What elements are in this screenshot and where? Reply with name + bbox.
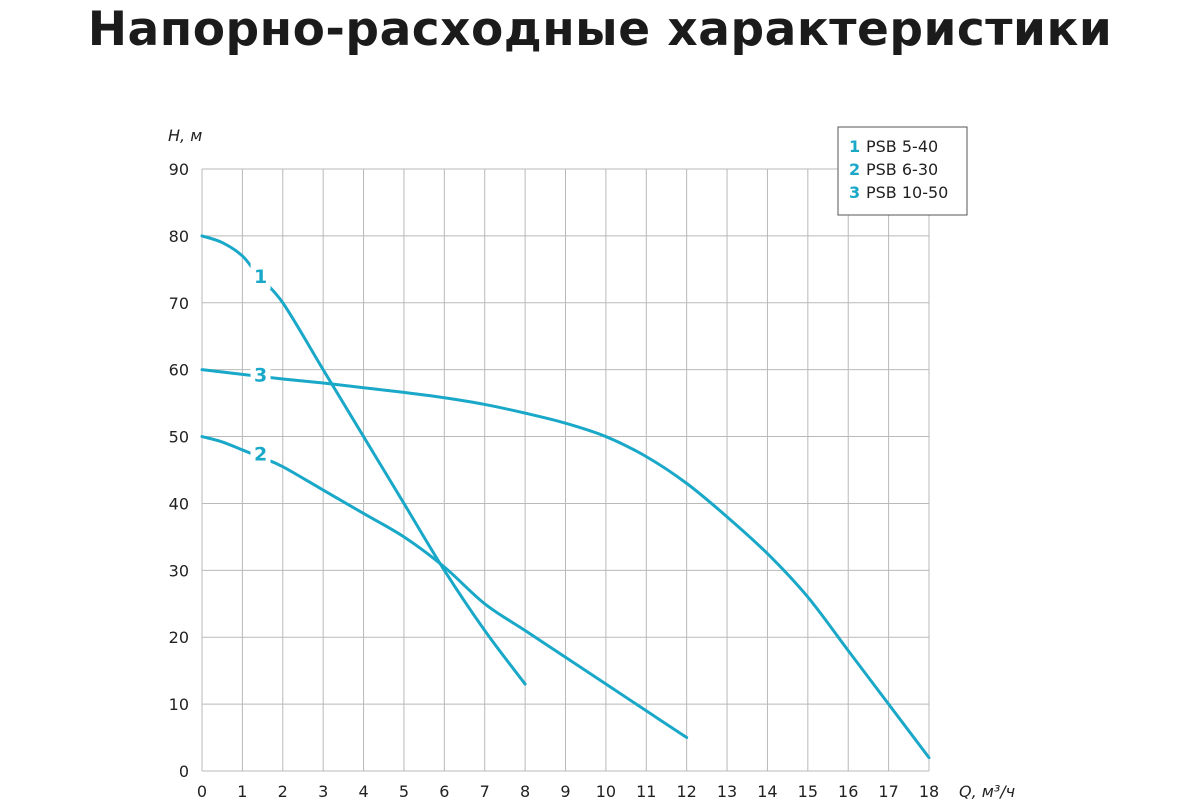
y-tick-label: 30 bbox=[169, 561, 189, 580]
legend-entry: PSB 5-40 bbox=[866, 137, 938, 156]
x-tick-label: 2 bbox=[278, 782, 288, 800]
grid bbox=[201, 168, 930, 772]
legend-number: 1 bbox=[849, 137, 860, 156]
x-tick-label: 8 bbox=[520, 782, 530, 800]
x-tick-label: 10 bbox=[596, 782, 616, 800]
series-lines: 1 2 3 bbox=[200, 234, 931, 760]
y-tick-labels: 0 10 20 30 40 50 60 70 80 90 bbox=[169, 160, 189, 781]
y-tick-label: 10 bbox=[169, 695, 189, 714]
series-label-1: 1 bbox=[254, 266, 267, 288]
y-tick-label: 40 bbox=[169, 494, 189, 513]
series-line-1 bbox=[200, 234, 527, 686]
y-tick-label: 20 bbox=[169, 628, 189, 647]
x-tick-label: 17 bbox=[878, 782, 898, 800]
y-tick-label: 80 bbox=[169, 227, 189, 246]
chart-title: Напорно-расходные характеристики bbox=[87, 2, 1113, 57]
legend-entry: PSB 6-30 bbox=[866, 160, 938, 179]
x-tick-label: 18 bbox=[919, 782, 939, 800]
series-label-bg bbox=[250, 263, 271, 290]
series-label-bg bbox=[250, 440, 271, 467]
x-tick-label: 1 bbox=[237, 782, 247, 800]
y-tick-label: 60 bbox=[169, 361, 189, 380]
x-tick-label: 3 bbox=[318, 782, 328, 800]
x-tick-labels: 0 1 2 3 4 5 6 7 8 9 10 11 12 13 14 15 16 17 18 bbox=[197, 782, 939, 800]
legend-entry: PSB 10-50 bbox=[866, 183, 948, 202]
legend-box bbox=[837, 126, 968, 216]
x-axis-label: Q, м³/ч bbox=[959, 782, 1015, 800]
x-tick-label: 11 bbox=[636, 782, 656, 800]
x-tick-label: 13 bbox=[717, 782, 737, 800]
x-tick-label: 7 bbox=[480, 782, 490, 800]
y-tick-label: 50 bbox=[169, 428, 189, 447]
legend-number: 2 bbox=[849, 160, 860, 179]
x-tick-label: 0 bbox=[197, 782, 207, 800]
x-tick-label: 16 bbox=[838, 782, 858, 800]
series-line-2 bbox=[200, 435, 689, 740]
series-label-2: 2 bbox=[254, 443, 267, 465]
y-tick-label: 70 bbox=[169, 294, 189, 313]
x-tick-label: 5 bbox=[399, 782, 409, 800]
legend-number: 3 bbox=[849, 183, 860, 202]
y-tick-label: 90 bbox=[169, 160, 189, 179]
series-label-bg bbox=[250, 361, 271, 388]
x-tick-label: 4 bbox=[358, 782, 368, 800]
x-tick-label: 15 bbox=[798, 782, 818, 800]
series-label-3: 3 bbox=[254, 364, 267, 386]
x-tick-label: 14 bbox=[757, 782, 777, 800]
x-tick-label: 12 bbox=[676, 782, 696, 800]
x-tick-label: 6 bbox=[439, 782, 449, 800]
y-axis-label: H, м bbox=[168, 126, 202, 145]
series-line-3 bbox=[200, 368, 931, 760]
y-tick-label: 0 bbox=[179, 762, 189, 781]
x-tick-label: 9 bbox=[560, 782, 570, 800]
legend: 1 PSB 5-40 2 PSB 6-30 3 PSB 10-50 bbox=[837, 126, 968, 216]
